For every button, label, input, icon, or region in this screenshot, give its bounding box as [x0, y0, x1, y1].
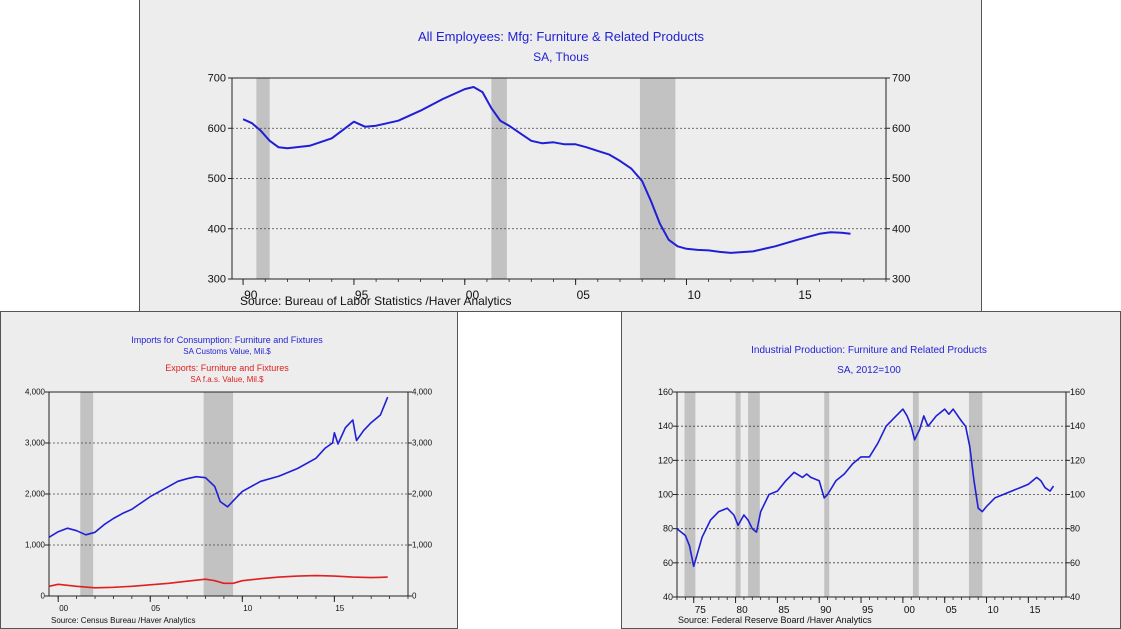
recession-band-4 [912, 392, 919, 597]
x-tick-label-5: 15 [798, 288, 812, 302]
recession-band-0 [256, 78, 270, 279]
x-tick-label-8: 15 [1029, 605, 1041, 616]
y-tick-label-right-2: 2,000 [412, 490, 433, 499]
y-tick-label-right-4: 700 [892, 73, 910, 85]
x-tick-label-4: 95 [862, 605, 874, 616]
y-tick-label-left-4: 120 [658, 455, 673, 465]
x-tick-label-6: 05 [946, 605, 958, 616]
y-tick-label-right-1: 1,000 [412, 541, 433, 550]
chart-title: Industrial Production: Furniture and Rel… [751, 345, 987, 356]
chart-production-svg: Industrial Production: Furniture and Rel… [658, 345, 1085, 625]
y-tick-label-right-3: 3,000 [412, 439, 433, 448]
chart-title: All Employees: Mfg: Furniture & Related … [418, 29, 705, 44]
x-tick-label-2: 85 [778, 605, 790, 616]
x-tick-label-2: 10 [243, 604, 252, 613]
y-tick-label-left-0: 300 [208, 274, 226, 286]
x-tick-label-1: 05 [151, 604, 160, 613]
y-tick-label-right-0: 40 [1070, 592, 1080, 602]
y-tick-label-right-0: 0 [412, 592, 417, 601]
y-tick-label-right-2: 500 [892, 173, 910, 185]
x-tick-label-7: 10 [988, 605, 1000, 616]
x-tick-label-3: 05 [577, 288, 591, 302]
x-tick-label-5: 00 [904, 605, 916, 616]
x-tick-label-0: 00 [59, 604, 68, 613]
y-tick-label-left-4: 4,000 [25, 388, 46, 397]
chart-trade: Imports for Consumption: Furniture and F… [0, 311, 458, 629]
chart-trade-svg: Imports for Consumption: Furniture and F… [25, 335, 433, 625]
y-tick-label-left-0: 0 [41, 592, 46, 601]
plot-frame [48, 391, 409, 597]
y-tick-label-right-4: 4,000 [412, 388, 433, 397]
chart-title: Imports for Consumption: Furniture and F… [131, 335, 323, 345]
y-tick-label-right-4: 120 [1070, 455, 1085, 465]
y-tick-label-left-1: 400 [208, 223, 226, 235]
y-tick-label-left-1: 60 [663, 558, 673, 568]
y-tick-label-left-1: 1,000 [25, 541, 46, 550]
chart-subtitle-exports: SA f.a.s. Value, Mil.$ [190, 375, 264, 384]
y-tick-label-right-1: 400 [892, 223, 910, 235]
y-tick-label-left-3: 3,000 [25, 439, 46, 448]
y-tick-label-left-6: 160 [658, 387, 673, 397]
chart-subtitle: SA, Thous [533, 50, 589, 64]
y-tick-label-left-4: 700 [208, 73, 226, 85]
y-tick-label-right-3: 100 [1070, 490, 1085, 500]
x-tick-label-1: 95 [355, 288, 369, 302]
series-line-0 [242, 86, 851, 254]
x-tick-label-0: 90 [244, 288, 258, 302]
x-tick-label-2: 00 [466, 288, 480, 302]
chart-source: Source: Census Bureau /Haver Analytics [51, 616, 196, 625]
y-tick-label-left-3: 600 [208, 123, 226, 135]
y-tick-label-left-2: 80 [663, 524, 673, 534]
y-tick-label-right-6: 160 [1070, 387, 1085, 397]
x-tick-label-4: 10 [687, 288, 701, 302]
chart-subtitle: SA, 2012=100 [837, 365, 901, 376]
recession-band-1 [491, 78, 507, 279]
chart-employment-svg: All Employees: Mfg: Furniture & Related … [208, 29, 911, 308]
chart-production: Industrial Production: Furniture and Rel… [621, 311, 1121, 629]
y-tick-label-right-2: 80 [1070, 524, 1080, 534]
series-line-0 [48, 396, 389, 538]
x-tick-label-3: 90 [820, 605, 832, 616]
chart-subtitle: SA Customs Value, Mil.$ [183, 347, 271, 356]
chart-title-exports: Exports: Furniture and Fixtures [165, 363, 289, 373]
y-tick-label-right-3: 600 [892, 123, 910, 135]
y-tick-label-left-5: 140 [658, 421, 673, 431]
y-tick-label-right-0: 300 [892, 274, 910, 286]
x-tick-label-0: 75 [695, 605, 707, 616]
y-tick-label-right-5: 140 [1070, 421, 1085, 431]
plot-frame [676, 391, 1067, 598]
y-tick-label-left-0: 40 [663, 592, 673, 602]
chart-source: Source: Bureau of Labor Statistics /Have… [240, 294, 511, 308]
chart-employment: All Employees: Mfg: Furniture & Related … [139, 0, 982, 312]
y-tick-label-left-2: 500 [208, 173, 226, 185]
chart-source: Source: Federal Reserve Board /Haver Ana… [678, 615, 872, 625]
plot-frame [231, 77, 887, 280]
y-tick-label-right-1: 60 [1070, 558, 1080, 568]
y-tick-label-left-3: 100 [658, 490, 673, 500]
series-line-1 [48, 574, 388, 589]
x-tick-label-3: 15 [335, 604, 344, 613]
series-line-0 [676, 408, 1055, 568]
x-tick-label-1: 80 [737, 605, 749, 616]
y-tick-label-left-2: 2,000 [25, 490, 46, 499]
